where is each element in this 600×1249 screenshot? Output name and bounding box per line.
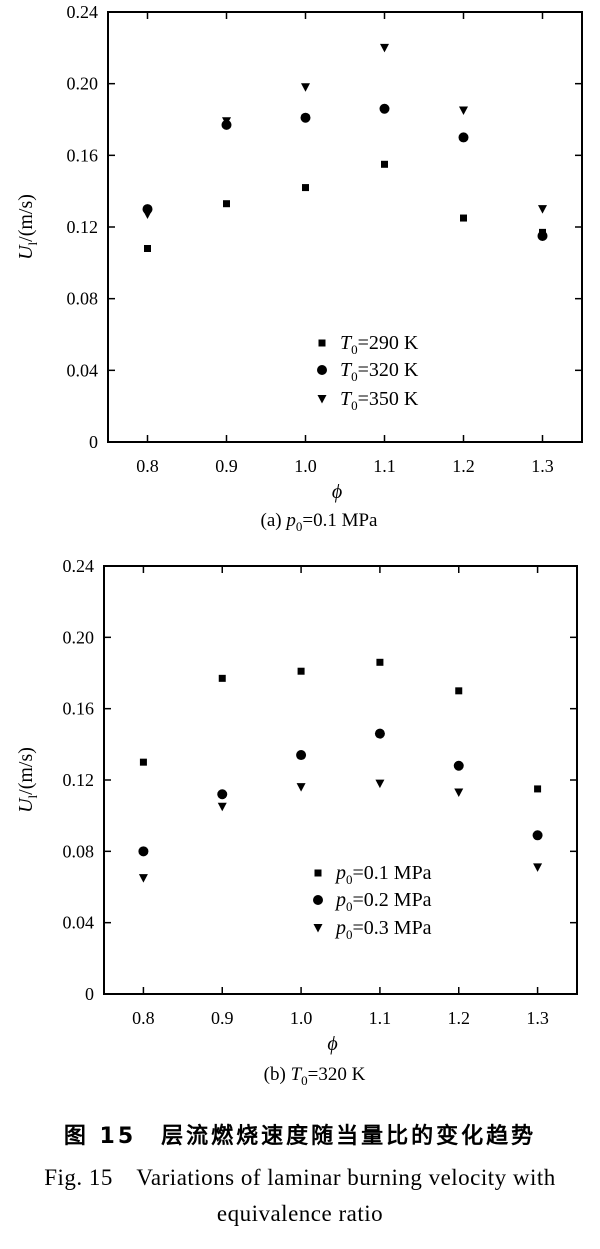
data-point-square xyxy=(455,687,463,695)
y-axis-label: Ul/(m/s) xyxy=(15,747,40,813)
legend-marker-triangle-down xyxy=(313,924,323,933)
legend-label: T0=350 K xyxy=(340,388,419,413)
data-point-square xyxy=(139,758,147,766)
data-point-circle xyxy=(138,846,149,857)
y-tick-label: 0.20 xyxy=(67,74,99,94)
caption-english-line-2: equivalence ratio xyxy=(216,1201,384,1226)
figure-caption: 图 15 层流燃烧速度随当量比的变化趋势 Fig. 15 Variations … xyxy=(0,1118,600,1232)
data-point-circle xyxy=(374,728,385,739)
subfigure-caption: (a) p0=0.1 MPa xyxy=(261,510,379,534)
data-point-triangle-down xyxy=(222,117,231,126)
data-point-square xyxy=(381,160,388,168)
x-axis-label: ϕ xyxy=(332,481,342,503)
data-point-circle xyxy=(217,789,228,800)
y-tick-label: 0.04 xyxy=(63,913,95,933)
data-point-circle xyxy=(379,103,390,114)
chart-a: 0.8 0.9 1.0 1.1 1.2 1.3 0 0.04 0.08 0.12 0.16 0.20 0… xyxy=(15,2,583,534)
legend-marker-circle xyxy=(317,365,327,375)
y-tick-label: 0.04 xyxy=(67,360,99,380)
caption-english: Fig. 15 Variations of laminar burning ve… xyxy=(0,1160,600,1232)
legend-label: T0=320 K xyxy=(340,359,419,384)
data-point-triangle-down xyxy=(375,779,385,789)
y-tick-label: 0.12 xyxy=(63,770,95,790)
x-tick-label: 0.8 xyxy=(132,1008,155,1028)
data-point-circle xyxy=(300,112,311,123)
data-point-triangle-down xyxy=(138,874,148,883)
data-point-circle xyxy=(458,132,469,143)
data-point-triangle-down xyxy=(533,863,543,872)
data-point-triangle-down xyxy=(459,106,468,116)
data-point-square xyxy=(144,245,151,252)
data-point-square xyxy=(376,658,384,666)
legend-marker-circle xyxy=(313,895,323,905)
y-tick-label: 0.08 xyxy=(63,841,95,861)
y-tick-label: 0.20 xyxy=(63,627,95,647)
x-tick-label: 1.3 xyxy=(526,1008,549,1028)
y-tick-label: 0.16 xyxy=(67,145,99,165)
y-tick-label: 0 xyxy=(85,984,94,1004)
x-tick-label: 1.2 xyxy=(452,456,475,476)
data-point-square xyxy=(302,184,309,192)
data-point-square xyxy=(223,200,230,208)
x-tick-label: 1.3 xyxy=(531,456,554,476)
data-point-circle xyxy=(296,750,307,761)
data-point-square xyxy=(218,674,226,682)
legend-label: p0=0.3 MPa xyxy=(334,917,432,942)
data-point-square xyxy=(460,214,467,222)
data-point-square xyxy=(534,785,542,793)
y-tick-label: 0.24 xyxy=(63,556,95,576)
x-tick-label: 1.0 xyxy=(290,1008,313,1028)
data-point-triangle-down xyxy=(538,205,547,214)
x-tick-label: 1.1 xyxy=(373,456,396,476)
x-tick-label: 0.9 xyxy=(211,1008,234,1028)
x-tick-label: 0.8 xyxy=(136,456,159,476)
legend-marker-triangle-down xyxy=(317,395,327,404)
legend-label: p0=0.2 MPa xyxy=(334,889,432,914)
data-point-triangle-down xyxy=(380,43,389,53)
caption-chinese: 图 15 层流燃烧速度随当量比的变化趋势 xyxy=(63,1124,537,1149)
chart-b: 0.8 0.9 1.0 1.1 1.2 1.3 0 0.04 0.08 0.12 0.16 0.20 0… xyxy=(15,556,578,1088)
x-axis-label: ϕ xyxy=(327,1033,337,1055)
y-tick-label: 0.12 xyxy=(67,217,99,237)
y-tick-label: 0.16 xyxy=(63,699,95,719)
data-point-circle xyxy=(537,230,548,241)
legend-marker-square xyxy=(318,339,326,347)
data-point-triangle-down xyxy=(217,802,227,812)
x-tick-label: 1.2 xyxy=(448,1008,471,1028)
y-tick-label: 0.08 xyxy=(67,289,99,309)
data-point-triangle-down xyxy=(301,83,310,92)
subfigure-caption: (b) T0=320 K xyxy=(264,1064,366,1088)
legend-marker-square xyxy=(314,869,322,877)
data-point-square xyxy=(297,667,305,675)
caption-english-line-1: Fig. 15 Variations of laminar burning ve… xyxy=(44,1165,556,1190)
data-point-circle xyxy=(532,830,543,841)
data-point-circle xyxy=(453,760,464,771)
figure-canvas: 0.8 0.9 1.0 1.1 1.2 1.3 0 0.04 0.08 0.12 0.16 0.20 0… xyxy=(15,2,583,1088)
y-axis-label: Ul/(m/s) xyxy=(15,194,40,260)
y-tick-label: 0.24 xyxy=(67,2,99,22)
data-point-triangle-down xyxy=(143,210,152,219)
legend-label: p0=0.1 MPa xyxy=(334,862,432,887)
legend-label: T0=290 K xyxy=(340,332,419,357)
x-tick-label: 1.1 xyxy=(369,1008,392,1028)
x-tick-label: 0.9 xyxy=(215,456,238,476)
data-point-triangle-down xyxy=(454,788,464,797)
y-tick-label: 0 xyxy=(89,432,98,452)
data-point-triangle-down xyxy=(296,783,306,792)
x-tick-label: 1.0 xyxy=(294,456,317,476)
